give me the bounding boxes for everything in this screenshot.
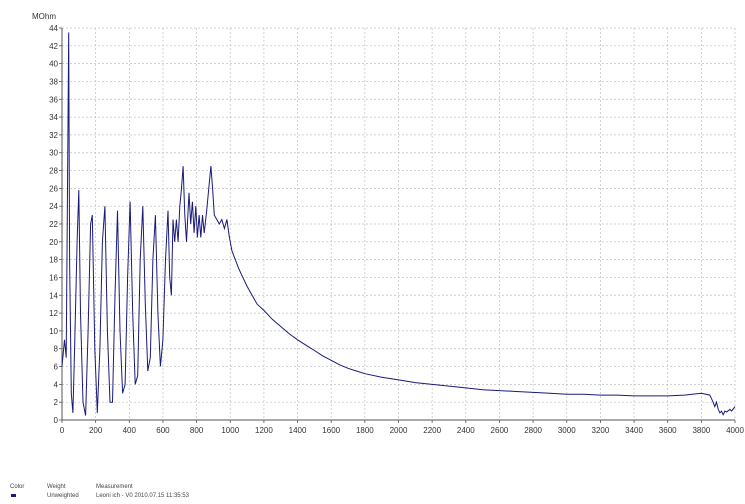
x-tick-label: 2200 [423, 426, 441, 435]
axes [59, 27, 736, 423]
y-tick-label: 32 [49, 131, 58, 140]
chart-area: MOhm 02468101214161820222426283032343638… [32, 12, 745, 435]
y-axis-label: MOhm [32, 12, 56, 21]
x-tick-label: 400 [123, 426, 137, 435]
y-tick-label: 8 [54, 345, 59, 354]
x-tick-label: 3600 [659, 426, 677, 435]
y-tick-label: 0 [54, 416, 59, 425]
y-tick-label: 44 [49, 24, 58, 33]
x-tick-label: 200 [89, 426, 103, 435]
y-tick-label: 10 [49, 327, 58, 336]
y-tick-label: 26 [49, 184, 58, 193]
legend-header-measurement: Measurement [96, 483, 133, 490]
legend: Color Weight Measurement Unweighted Leon… [10, 482, 189, 500]
y-tick-label: 42 [49, 42, 58, 51]
x-tick-label: 3200 [592, 426, 610, 435]
x-tick-label: 2400 [457, 426, 475, 435]
x-tick-label: 3000 [558, 426, 576, 435]
legend-header-weight: Weight [47, 483, 66, 490]
y-tick-label: 20 [49, 238, 58, 247]
legend-weight: Unweighted [47, 492, 79, 499]
y-tick-labels: 0246810121416182022242628303234363840424… [49, 24, 58, 425]
x-tick-label: 3400 [625, 426, 643, 435]
x-tick-label: 2600 [491, 426, 509, 435]
x-tick-label: 0 [60, 426, 65, 435]
grid-lines [62, 27, 736, 420]
y-tick-label: 14 [49, 291, 58, 300]
x-tick-label: 800 [190, 426, 204, 435]
x-tick-label: 1400 [289, 426, 307, 435]
legend-swatch [11, 493, 16, 497]
x-tick-label: 1800 [356, 426, 374, 435]
y-tick-label: 18 [49, 256, 58, 265]
x-tick-label: 1000 [221, 426, 239, 435]
x-tick-label: 1200 [255, 426, 273, 435]
y-tick-label: 38 [49, 77, 58, 86]
legend-header: Color Weight Measurement [10, 482, 189, 491]
series-line [61, 32, 736, 416]
y-tick-label: 28 [49, 167, 58, 176]
y-tick-label: 34 [49, 113, 58, 122]
y-tick-label: 16 [49, 273, 58, 282]
x-tick-label: 600 [156, 426, 170, 435]
y-tick-label: 24 [49, 202, 58, 211]
x-tick-labels: 0 200 400 600 800 1000 1200 1400 1600 1800 2000 220… [60, 426, 745, 435]
y-tick-label: 12 [49, 309, 58, 318]
y-tick-label: 36 [49, 95, 58, 104]
y-tick-label: 22 [49, 220, 58, 229]
x-tick-label: 1600 [322, 426, 340, 435]
y-tick-label: 30 [49, 149, 58, 158]
y-tick-label: 4 [54, 380, 59, 389]
x-tick-label: 2000 [390, 426, 408, 435]
legend-color-cell [10, 493, 47, 499]
y-tick-label: 2 [54, 398, 59, 407]
x-tick-label: 4000 [726, 426, 744, 435]
legend-row: Unweighted Leoni ich - V0 2010.07.15 11:… [10, 491, 189, 500]
legend-measurement: Leoni ich - V0 2010.07.15 11:35:53 [96, 492, 189, 499]
y-tick-label: 40 [49, 60, 58, 69]
x-tick-label: 3800 [692, 426, 710, 435]
y-tick-label: 6 [54, 363, 59, 372]
legend-header-color: Color [10, 483, 25, 490]
x-tick-label: 2800 [524, 426, 542, 435]
